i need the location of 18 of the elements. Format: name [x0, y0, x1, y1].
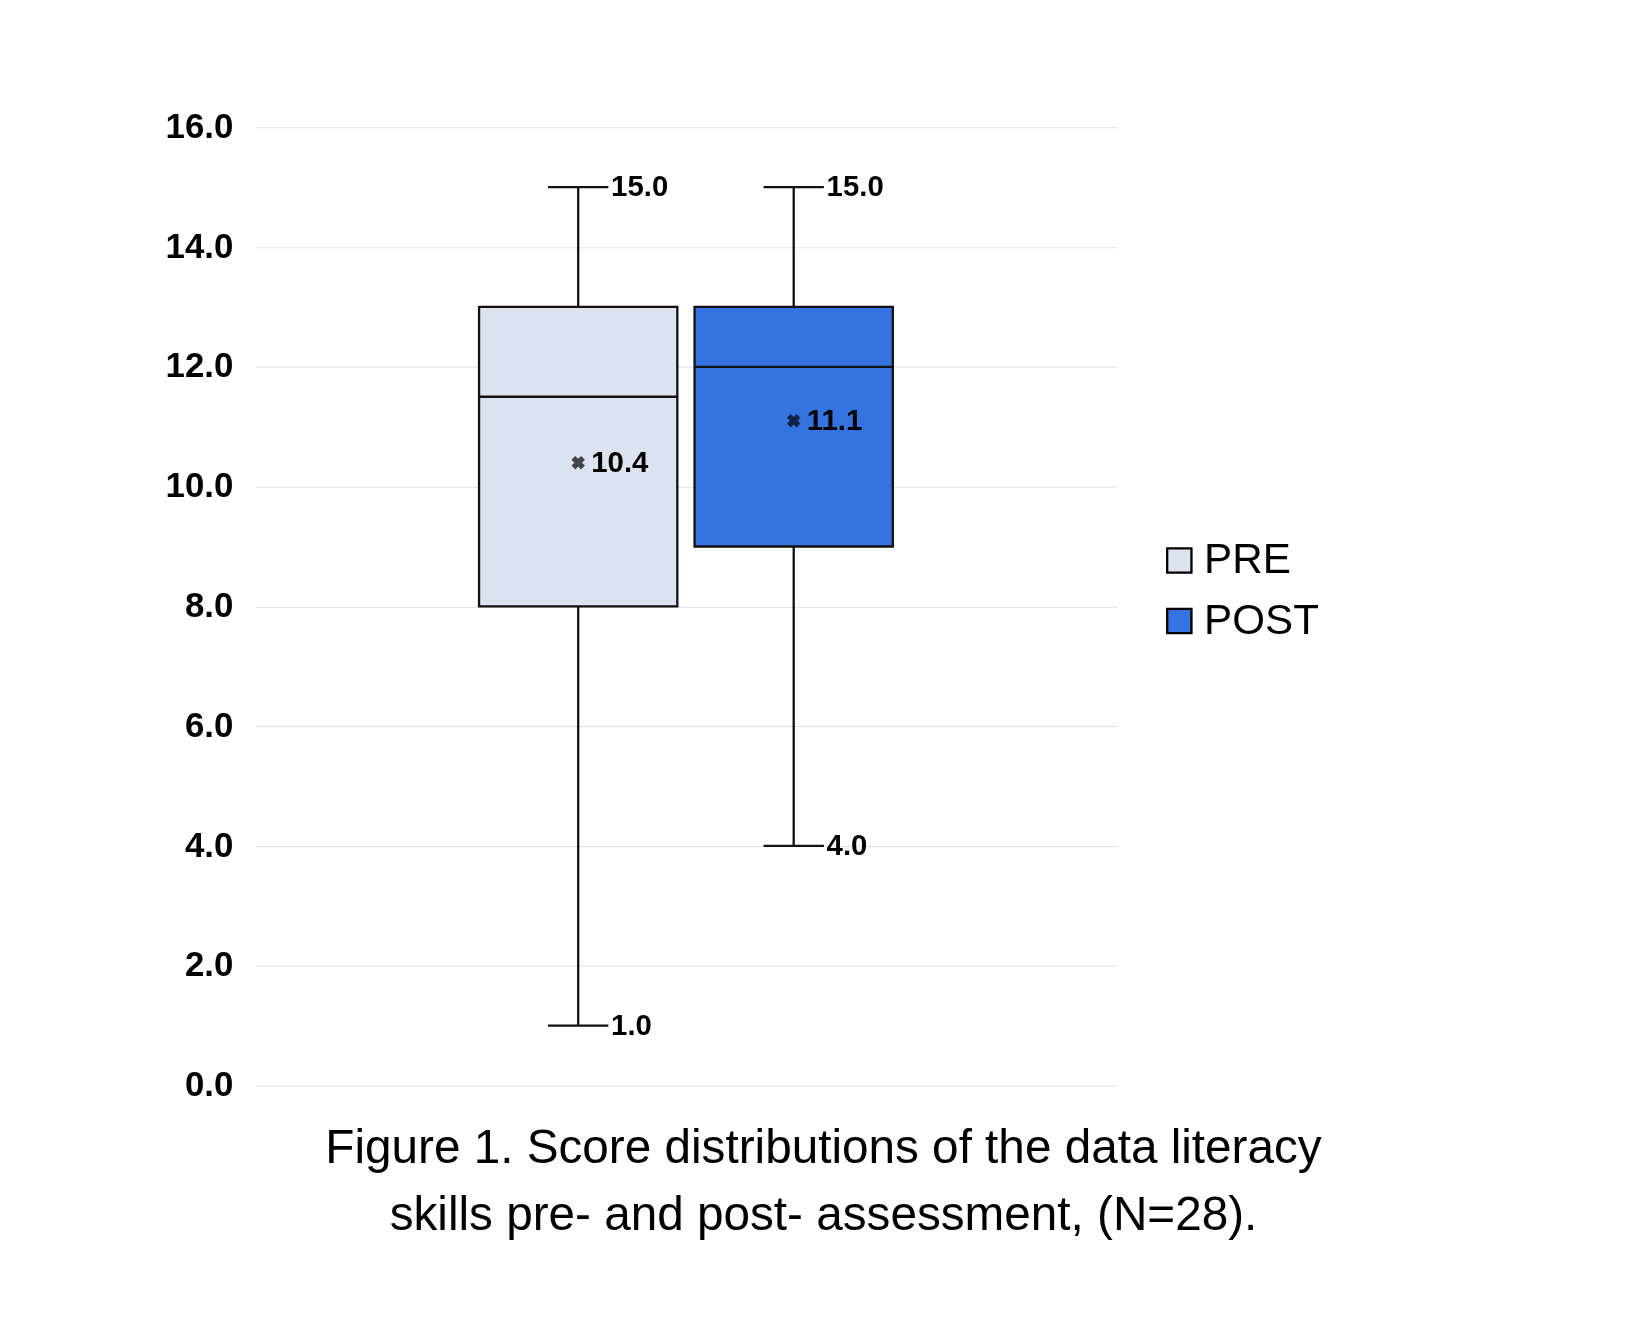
y-tick-label: 14.0 [165, 225, 234, 265]
annotation: 1.0 [611, 1007, 652, 1041]
annotation: 11.1 [806, 402, 863, 436]
y-tick-label: 16.0 [165, 105, 234, 145]
annotation: 15.0 [826, 169, 884, 203]
legend-label: POST [1204, 595, 1319, 643]
legend-label: PRE [1204, 535, 1291, 583]
y-tick-label: 6.0 [184, 704, 234, 744]
y-tick-label: 8.0 [184, 584, 234, 624]
y-tick-label: 4.0 [184, 824, 234, 864]
y-tick-label: 10.0 [165, 465, 234, 505]
y-tick-label: 2.0 [184, 944, 234, 984]
caption: Figure 1. Score distributions of the data literacy skills pre- and post- assessment, (N=28). [325, 1120, 1322, 1240]
annotation: 10.4 [591, 444, 650, 478]
annotation: 15.0 [611, 169, 669, 203]
y-tick-label: 12.0 [165, 345, 234, 385]
y-tick-label: 0.0 [184, 1064, 234, 1104]
annotation: 4.0 [826, 828, 868, 862]
